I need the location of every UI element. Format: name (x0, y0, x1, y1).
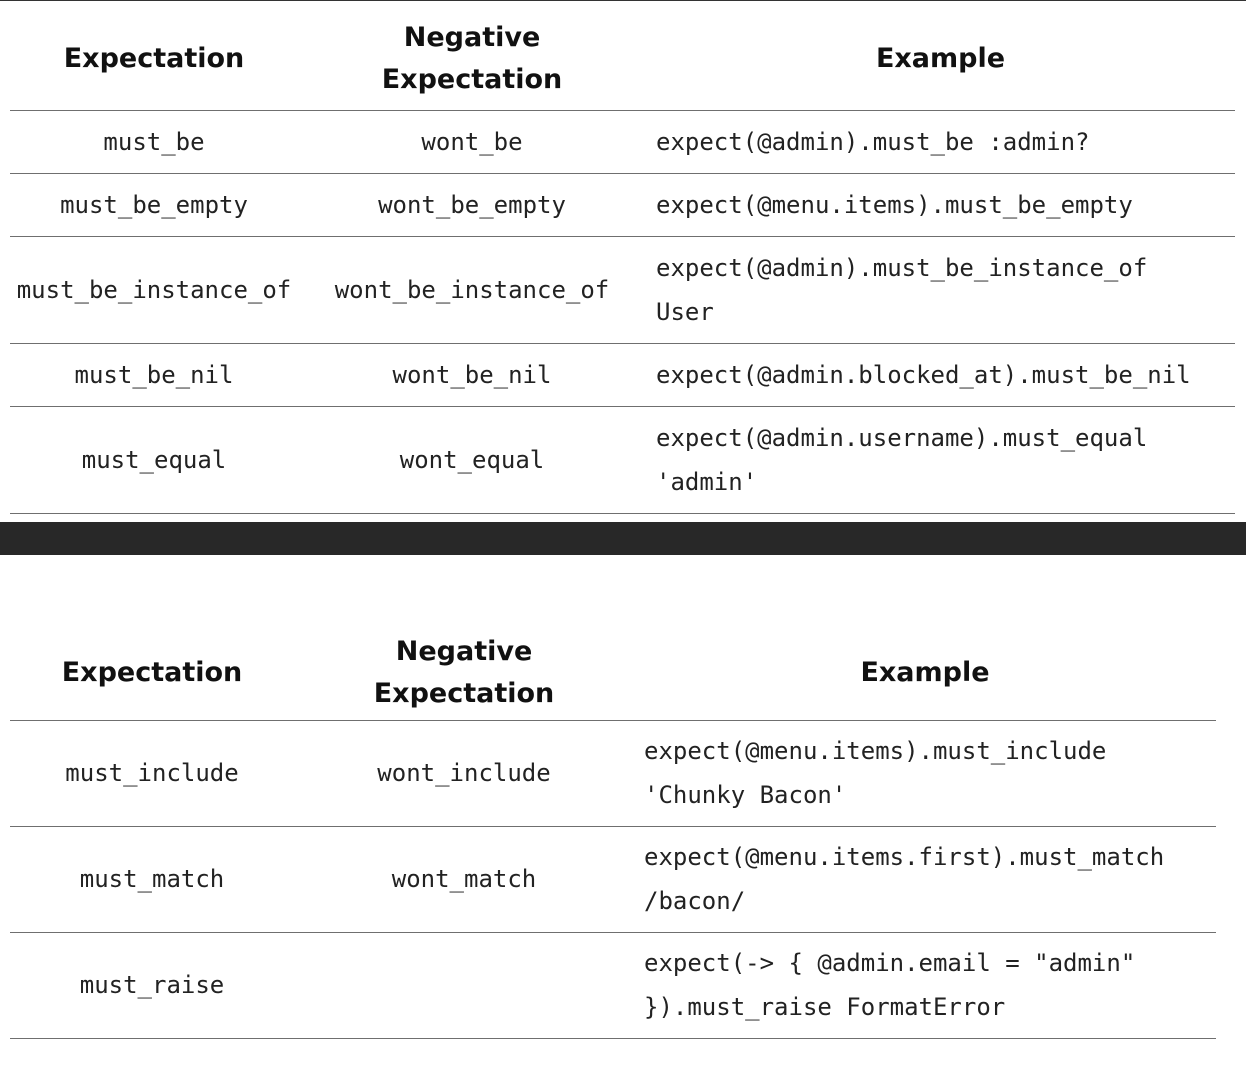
negative-expectation-cell: wont_be (298, 110, 646, 174)
expectation-cell: must_be_nil (10, 343, 298, 407)
negative-expectation-cell: wont_equal (298, 406, 646, 514)
table-header-row: Expectation Negative Expectation Example (10, 0, 1235, 111)
expectation-cell: must_include (10, 720, 294, 827)
negative-expectation-cell: wont_include (294, 720, 634, 827)
expectations-table-1: Expectation Negative Expectation Example… (10, 0, 1235, 514)
example-cell: expect(@menu.items).must_include 'Chunky… (634, 720, 1216, 827)
table-row: must_include wont_include expect(@menu.i… (10, 720, 1216, 827)
expectation-cell: must_match (10, 826, 294, 933)
expectation-cell: must_be_instance_of (10, 236, 298, 344)
example-cell: expect(@admin.blocked_at).must_be_nil (646, 343, 1235, 407)
table-row: must_equal wont_equal expect(@admin.user… (10, 406, 1235, 514)
example-text: expect(-> { @admin.email = "admin" }).mu… (644, 949, 1136, 1021)
example-text: expect(@admin.username).must_equal 'admi… (656, 423, 1148, 496)
header-negative-expectation-text: Negative Expectation (373, 636, 555, 710)
example-cell: expect(@admin.username).must_equal 'admi… (646, 406, 1235, 514)
table-panel-2: Expectation Negative Expectation Example… (0, 555, 1246, 1068)
header-example: Example (646, 0, 1235, 111)
table-row: must_be_empty wont_be_empty expect(@menu… (10, 173, 1235, 237)
example-text: expect(@menu.items.first).must_match /ba… (644, 843, 1165, 915)
example-cell: expect(@admin).must_be_instance_of User (646, 236, 1235, 344)
example-text: expect(@admin).must_be_instance_of User (656, 253, 1148, 326)
header-example: Example (634, 625, 1216, 721)
table-row: must_be_nil wont_be_nil expect(@admin.bl… (10, 343, 1235, 407)
example-cell: expect(@menu.items.first).must_match /ba… (634, 826, 1216, 933)
negative-expectation-cell (294, 932, 634, 1039)
expectation-cell: must_be (10, 110, 298, 174)
negative-expectation-cell: wont_be_nil (298, 343, 646, 407)
example-text: expect(@menu.items).must_include 'Chunky… (644, 737, 1107, 809)
header-negative-expectation: Negative Expectation (298, 0, 646, 111)
table-row: must_be_instance_of wont_be_instance_of … (10, 236, 1235, 344)
header-expectation: Expectation (10, 0, 298, 111)
expectation-cell: must_be_empty (10, 173, 298, 237)
header-negative-expectation-text: Negative Expectation (381, 21, 563, 95)
table-row: must_match wont_match expect(@menu.items… (10, 826, 1216, 933)
expectation-cell: must_raise (10, 932, 294, 1039)
header-negative-expectation: Negative Expectation (294, 625, 634, 721)
section-divider (0, 522, 1246, 555)
negative-expectation-cell: wont_be_empty (298, 173, 646, 237)
table-header-row: Expectation Negative Expectation Example (10, 625, 1216, 721)
example-cell: expect(@admin).must_be :admin? (646, 110, 1235, 174)
negative-expectation-cell: wont_match (294, 826, 634, 933)
table-panel-1: Expectation Negative Expectation Example… (0, 0, 1246, 522)
negative-expectation-cell: wont_be_instance_of (298, 236, 646, 344)
expectations-table-2: Expectation Negative Expectation Example… (10, 625, 1216, 1039)
example-cell: expect(@menu.items).must_be_empty (646, 173, 1235, 237)
table-row: must_raise expect(-> { @admin.email = "a… (10, 932, 1216, 1039)
expectation-cell: must_equal (10, 406, 298, 514)
header-expectation: Expectation (10, 625, 294, 721)
table-row: must_be wont_be expect(@admin).must_be :… (10, 110, 1235, 174)
example-cell: expect(-> { @admin.email = "admin" }).mu… (634, 932, 1216, 1039)
